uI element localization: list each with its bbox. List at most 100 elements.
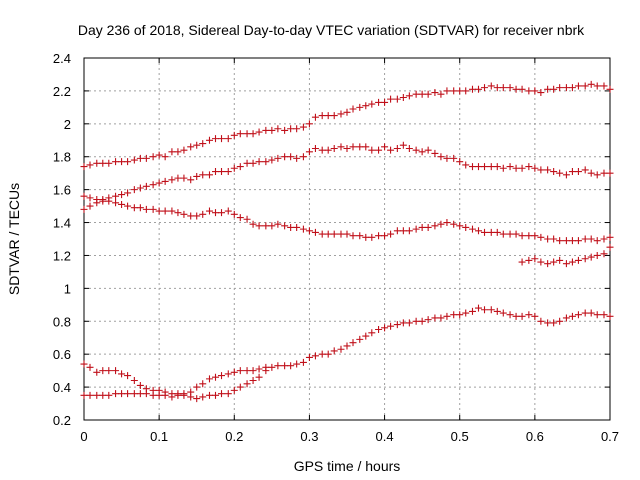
data-point [437, 90, 445, 98]
data-point [362, 332, 370, 340]
data-point [437, 314, 445, 322]
data-point [255, 222, 263, 230]
data-point [324, 112, 332, 120]
data-point [412, 146, 420, 154]
data-point [468, 163, 476, 171]
data-point [593, 82, 601, 90]
data-point [155, 386, 163, 394]
data-point [512, 312, 520, 320]
data-point [544, 260, 552, 268]
data-point [431, 89, 439, 97]
data-point [412, 90, 420, 98]
data-point [574, 311, 582, 319]
data-point [105, 159, 113, 167]
data-point [118, 158, 126, 166]
data-point [487, 82, 495, 90]
data-point [412, 225, 420, 233]
data-point [418, 317, 426, 325]
data-point [343, 145, 351, 152]
data-point [600, 169, 608, 177]
data-point [387, 322, 395, 330]
data-point [506, 230, 514, 238]
data-point [243, 367, 251, 375]
data-point [236, 383, 244, 391]
data-point [468, 307, 476, 315]
data-point [418, 90, 426, 98]
axis-ticks [83, 57, 611, 421]
data-point [424, 90, 432, 98]
data-point [193, 172, 201, 180]
data-point [142, 182, 150, 190]
data-point [550, 168, 558, 176]
data-point [537, 258, 545, 266]
data-point [556, 317, 564, 325]
data-point [581, 235, 589, 243]
data-point [544, 166, 552, 174]
data-point [187, 176, 195, 184]
y-tick-label: 1 [64, 281, 71, 296]
data-point [130, 390, 138, 398]
data-point [593, 171, 601, 179]
data-point [230, 368, 238, 376]
data-point [112, 390, 120, 398]
data-point [311, 352, 319, 360]
data-point [299, 358, 307, 366]
data-point [393, 145, 401, 152]
data-point [562, 84, 570, 92]
data-point [531, 164, 539, 172]
data-point [224, 168, 232, 176]
data-point [161, 177, 169, 185]
data-point [93, 368, 101, 376]
data-point [606, 243, 614, 251]
data-point [86, 202, 94, 210]
data-point [349, 339, 357, 347]
data-point [593, 251, 601, 259]
data-point [525, 232, 533, 240]
data-point [443, 87, 451, 95]
data-point [105, 367, 113, 375]
data-point [405, 227, 413, 235]
data-point [493, 163, 501, 171]
data-point [581, 82, 589, 90]
data-point [180, 174, 188, 182]
data-point [512, 85, 520, 93]
data-point [311, 145, 319, 152]
data-point [305, 120, 313, 128]
data-point [562, 314, 570, 322]
data-point [118, 200, 126, 208]
data-point [124, 372, 132, 380]
data-point [531, 232, 539, 240]
data-point [506, 311, 514, 319]
data-point [124, 158, 132, 166]
data-point [142, 154, 150, 162]
data-point [600, 250, 608, 258]
data-point [600, 82, 608, 90]
y-tick-label: 2.4 [53, 51, 71, 66]
data-point [544, 85, 552, 93]
data-point [512, 230, 520, 238]
data-point [218, 372, 226, 380]
data-point [293, 223, 301, 231]
data-point [544, 235, 552, 243]
data-point [537, 233, 545, 241]
data-point [274, 362, 282, 370]
data-point [362, 102, 370, 110]
data-point [212, 373, 219, 381]
data-point [174, 209, 182, 217]
data-point [537, 317, 545, 325]
y-tick-label: 0.4 [53, 380, 71, 395]
data-point [330, 347, 338, 355]
data-point [268, 156, 276, 164]
data-point [581, 255, 589, 263]
data-point [299, 123, 307, 131]
data-point [268, 126, 276, 134]
data-point [581, 309, 589, 317]
x-tick-labels: 0 0.1 0.2 0.3 0.4 0.5 0.6 0.7 [80, 429, 619, 444]
data-point [568, 168, 576, 176]
data-point [86, 161, 94, 169]
data-point [606, 312, 614, 320]
data-point [149, 386, 157, 394]
data-point [556, 169, 564, 177]
data-point [531, 312, 539, 320]
data-point [324, 350, 332, 358]
